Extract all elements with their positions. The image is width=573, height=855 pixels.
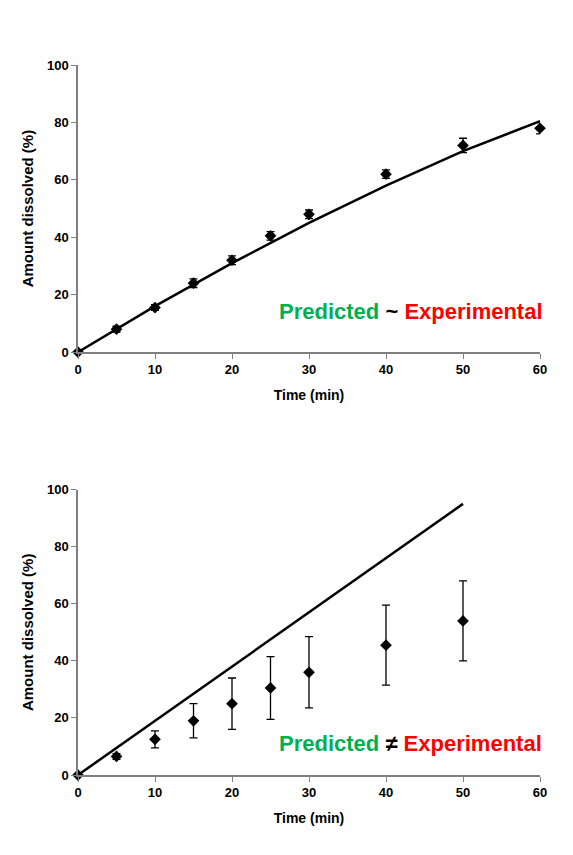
svg-text:80: 80: [54, 539, 68, 554]
svg-text:100: 100: [47, 58, 69, 73]
svg-text:20: 20: [225, 362, 239, 377]
svg-text:50: 50: [456, 785, 470, 800]
svg-text:20: 20: [54, 710, 68, 725]
svg-text:Time (min): Time (min): [274, 387, 345, 403]
svg-text:0: 0: [74, 785, 81, 800]
svg-text:50: 50: [456, 362, 470, 377]
svg-text:0: 0: [74, 362, 81, 377]
svg-text:0: 0: [61, 768, 68, 783]
svg-text:100: 100: [47, 482, 69, 497]
svg-text:20: 20: [225, 785, 239, 800]
svg-text:40: 40: [54, 653, 68, 668]
svg-text:20: 20: [54, 287, 68, 302]
svg-text:60: 60: [533, 785, 547, 800]
svg-text:40: 40: [379, 785, 393, 800]
svg-text:Amount dissolved (%): Amount dissolved (%): [19, 554, 36, 712]
svg-text:60: 60: [533, 362, 547, 377]
svg-text:30: 30: [302, 362, 316, 377]
svg-text:80: 80: [54, 115, 68, 130]
svg-text:30: 30: [302, 785, 316, 800]
svg-text:Predicted ≠ Experimental: Predicted ≠ Experimental: [279, 731, 542, 756]
svg-text:40: 40: [54, 230, 68, 245]
svg-text:0: 0: [61, 345, 68, 360]
svg-text:60: 60: [54, 596, 68, 611]
svg-text:40: 40: [379, 362, 393, 377]
svg-text:10: 10: [148, 785, 162, 800]
svg-text:10: 10: [148, 362, 162, 377]
svg-text:Amount dissolved (%): Amount dissolved (%): [19, 130, 36, 288]
svg-text:Time (min): Time (min): [274, 810, 345, 826]
svg-text:60: 60: [54, 172, 68, 187]
svg-text:Predicted ~ Experimental: Predicted ~ Experimental: [279, 299, 543, 324]
